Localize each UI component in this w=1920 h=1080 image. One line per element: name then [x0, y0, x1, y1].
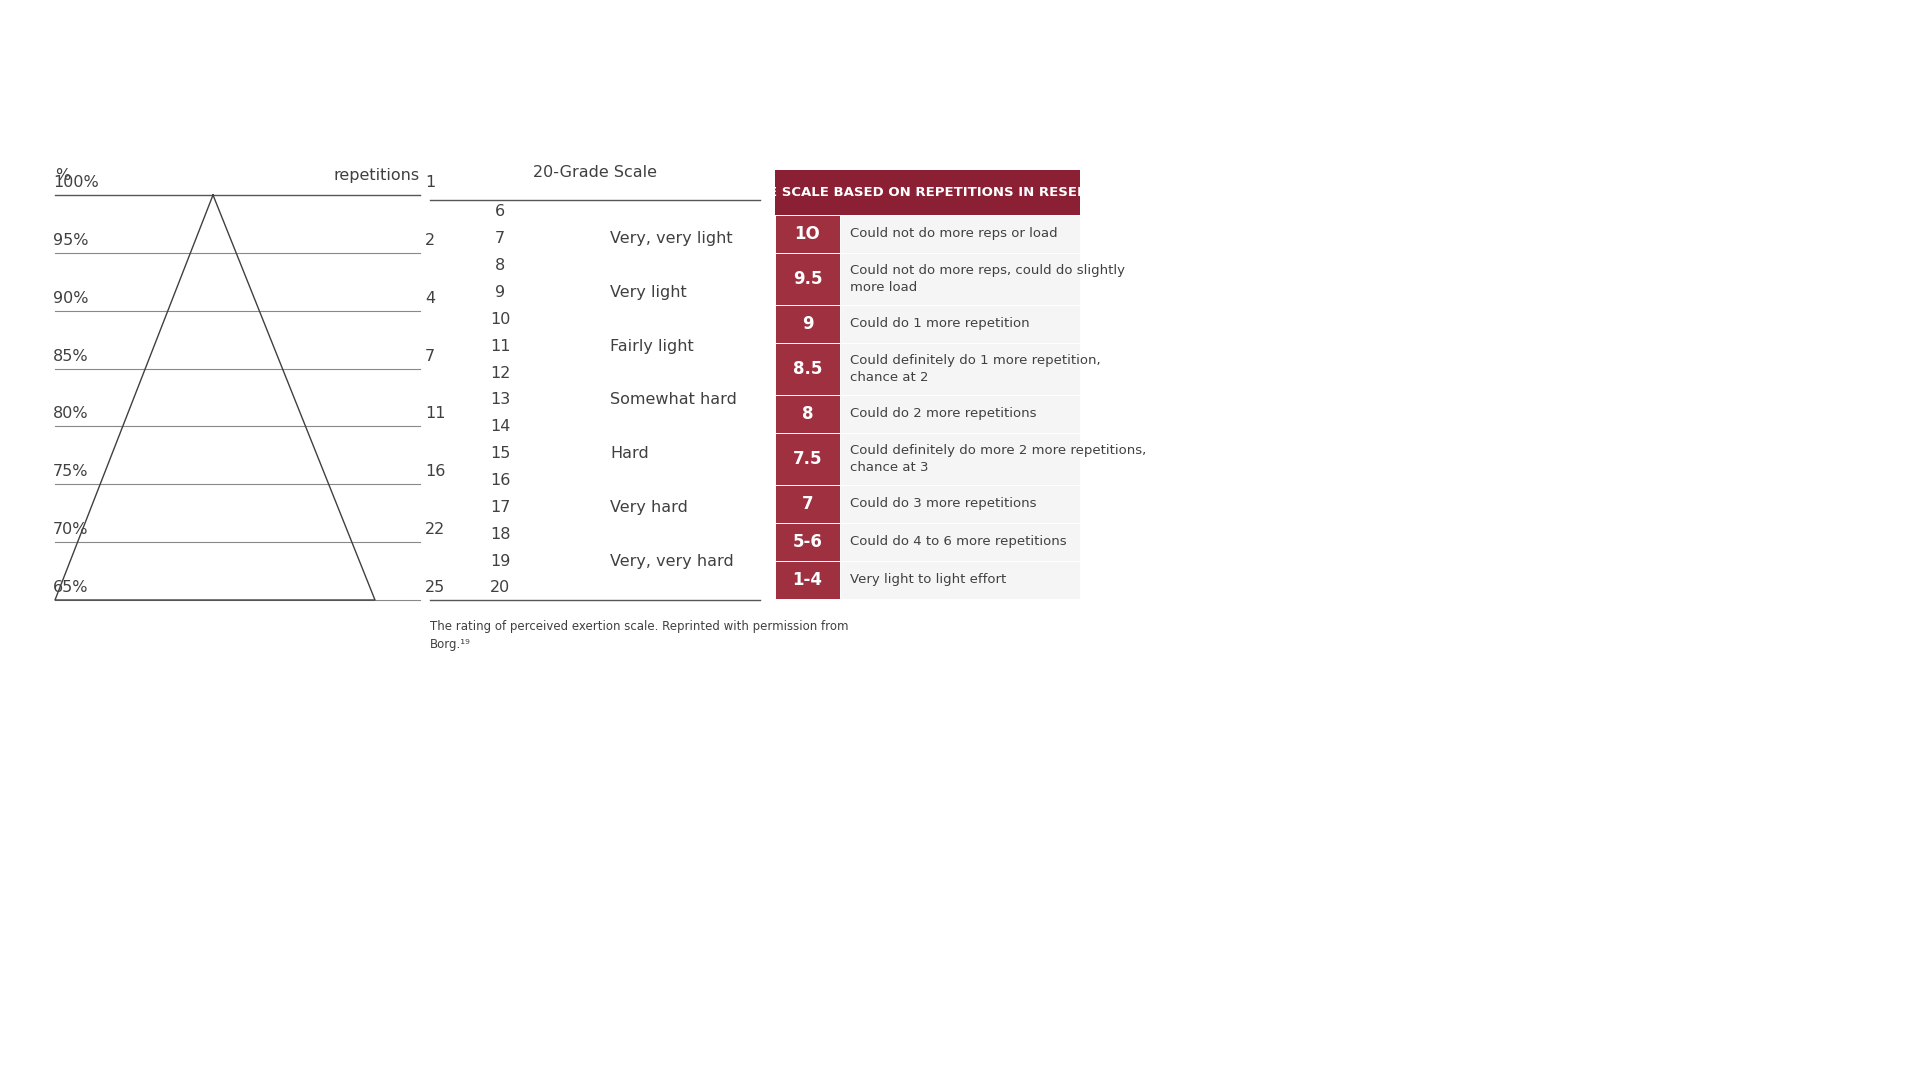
- Text: 1-4: 1-4: [793, 571, 822, 589]
- Text: 95%: 95%: [54, 233, 88, 247]
- Bar: [776, 485, 841, 523]
- Text: 20: 20: [490, 581, 511, 595]
- Text: 22: 22: [424, 522, 445, 537]
- Text: The rating of perceived exertion scale. Reprinted with permission from
Borg.¹⁹: The rating of perceived exertion scale. …: [430, 620, 849, 651]
- Text: Fairly light: Fairly light: [611, 339, 693, 354]
- Bar: [776, 305, 841, 343]
- Text: 15: 15: [490, 446, 511, 461]
- Bar: [841, 395, 1079, 433]
- Bar: [841, 305, 1079, 343]
- Bar: [841, 433, 1079, 485]
- Text: 1: 1: [424, 175, 436, 190]
- Text: RPE SCALE BASED ON REPETITIONS IN RESERVE: RPE SCALE BASED ON REPETITIONS IN RESERV…: [749, 186, 1106, 199]
- Text: 2: 2: [424, 233, 436, 247]
- Text: 9: 9: [803, 315, 814, 333]
- Text: Could do 1 more repetition: Could do 1 more repetition: [851, 318, 1029, 330]
- Text: 14: 14: [490, 419, 511, 434]
- Text: 10: 10: [490, 312, 511, 327]
- Text: 7: 7: [424, 349, 436, 364]
- Text: Very, very light: Very, very light: [611, 231, 733, 246]
- Text: 8.5: 8.5: [793, 360, 822, 378]
- Text: 9.5: 9.5: [793, 270, 822, 288]
- Text: 65%: 65%: [54, 580, 88, 595]
- Bar: [841, 523, 1079, 561]
- Text: Very light to light effort: Very light to light effort: [851, 573, 1006, 586]
- Text: 8: 8: [803, 405, 814, 423]
- Text: Could not do more reps or load: Could not do more reps or load: [851, 228, 1058, 241]
- Text: Very, very hard: Very, very hard: [611, 554, 733, 569]
- Text: 80%: 80%: [54, 406, 88, 421]
- Text: 17: 17: [490, 500, 511, 515]
- Text: Could definitely do 1 more repetition,
chance at 2: Could definitely do 1 more repetition, c…: [851, 354, 1100, 383]
- Text: 4: 4: [424, 291, 436, 306]
- Text: 6: 6: [495, 204, 505, 219]
- Text: 11: 11: [424, 406, 445, 421]
- Text: 85%: 85%: [54, 349, 88, 364]
- Text: Hard: Hard: [611, 446, 649, 461]
- Bar: [776, 343, 841, 395]
- Text: 5-6: 5-6: [793, 534, 822, 551]
- Text: 75%: 75%: [54, 464, 88, 480]
- Text: 7.5: 7.5: [793, 450, 822, 468]
- Bar: [776, 215, 841, 253]
- Text: 8: 8: [495, 258, 505, 273]
- Text: 16: 16: [424, 464, 445, 480]
- Text: repetitions: repetitions: [334, 168, 420, 183]
- Bar: [841, 561, 1079, 599]
- Text: Could definitely do more 2 more repetitions,
chance at 3: Could definitely do more 2 more repetiti…: [851, 444, 1146, 474]
- Text: 19: 19: [490, 554, 511, 569]
- Text: Somewhat hard: Somewhat hard: [611, 392, 737, 407]
- Bar: [841, 253, 1079, 305]
- Text: 13: 13: [490, 392, 511, 407]
- Text: Very light: Very light: [611, 285, 687, 300]
- Text: 12: 12: [490, 366, 511, 380]
- Text: 7: 7: [803, 495, 814, 513]
- Text: 9: 9: [495, 285, 505, 300]
- Text: 20-Grade Scale: 20-Grade Scale: [534, 165, 657, 180]
- Text: 1O: 1O: [795, 225, 820, 243]
- Text: Could do 2 more repetitions: Could do 2 more repetitions: [851, 407, 1037, 420]
- Bar: [776, 253, 841, 305]
- Text: 90%: 90%: [54, 291, 88, 306]
- Bar: [841, 343, 1079, 395]
- Text: 16: 16: [490, 473, 511, 488]
- Bar: [776, 433, 841, 485]
- Bar: [841, 485, 1079, 523]
- Text: 100%: 100%: [54, 175, 98, 190]
- Text: 70%: 70%: [54, 522, 88, 537]
- Text: 11: 11: [490, 339, 511, 354]
- Bar: [776, 561, 841, 599]
- Bar: [776, 395, 841, 433]
- Text: Could not do more reps, could do slightly
more load: Could not do more reps, could do slightl…: [851, 265, 1125, 294]
- Text: %: %: [56, 168, 71, 183]
- Text: Could do 3 more repetitions: Could do 3 more repetitions: [851, 498, 1037, 511]
- Text: 18: 18: [490, 527, 511, 542]
- Text: Very hard: Very hard: [611, 500, 687, 515]
- Bar: [841, 215, 1079, 253]
- Text: 7: 7: [495, 231, 505, 246]
- Bar: [776, 523, 841, 561]
- Bar: [776, 170, 1079, 215]
- Text: 25: 25: [424, 580, 445, 595]
- Text: Could do 4 to 6 more repetitions: Could do 4 to 6 more repetitions: [851, 536, 1068, 549]
